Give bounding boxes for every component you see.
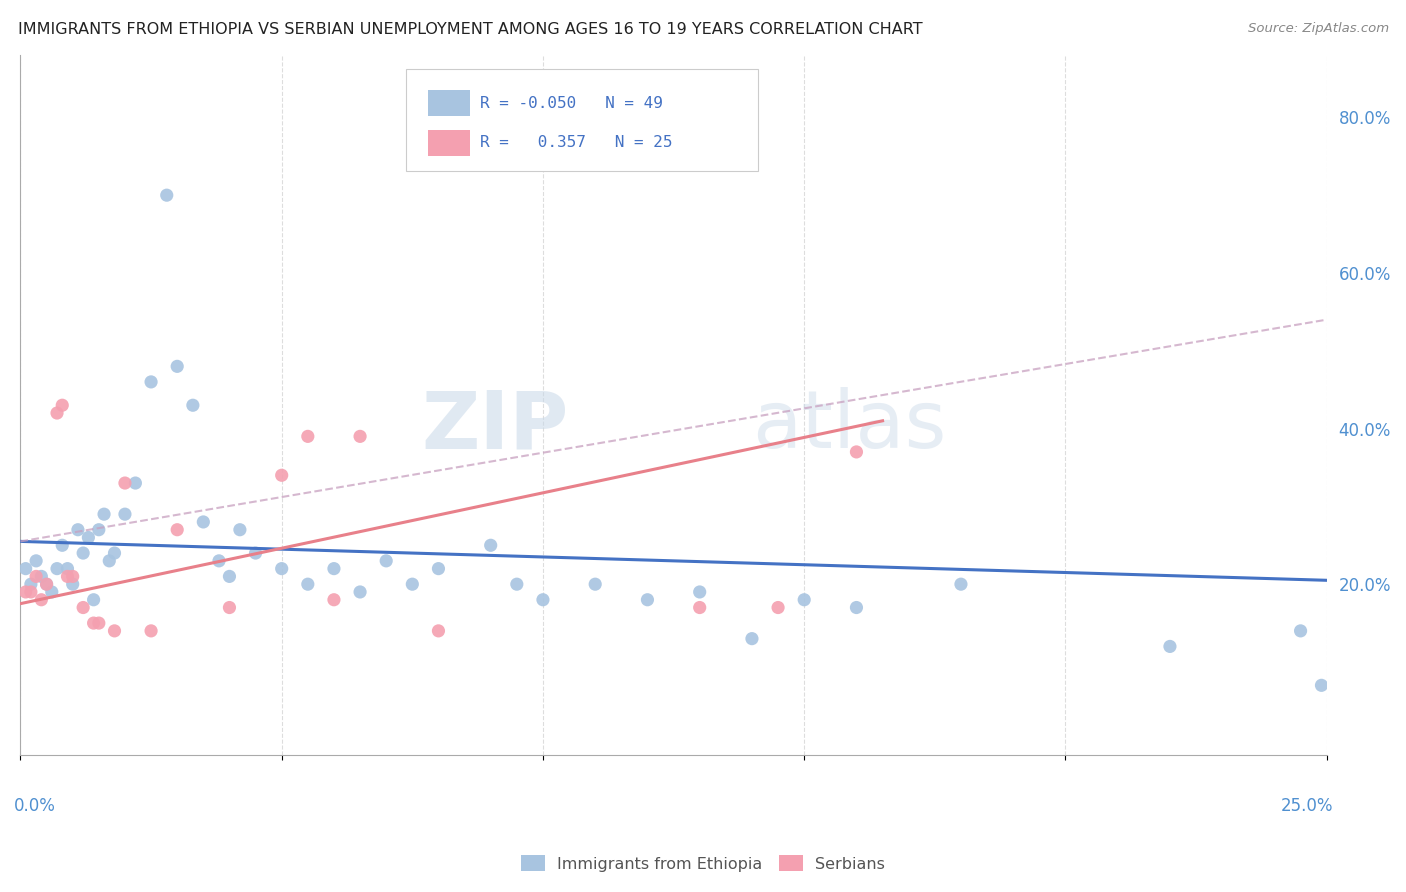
Point — [30, 592, 52, 607]
Point — [297, 429, 319, 443]
Point — [689, 585, 711, 599]
Point — [270, 468, 292, 483]
Point — [208, 554, 231, 568]
Point — [77, 531, 100, 545]
Point — [25, 569, 48, 583]
Point — [41, 585, 63, 599]
Point — [83, 592, 105, 607]
Point — [1310, 678, 1333, 692]
Point — [741, 632, 763, 646]
Point — [103, 546, 125, 560]
Point — [139, 375, 162, 389]
Point — [139, 624, 162, 638]
Point — [793, 592, 815, 607]
Point — [375, 554, 398, 568]
FancyBboxPatch shape — [427, 129, 470, 156]
Point — [193, 515, 215, 529]
Point — [845, 600, 868, 615]
Point — [479, 538, 502, 552]
Point — [427, 561, 450, 575]
Point — [83, 616, 105, 631]
Point — [349, 585, 371, 599]
Point — [72, 600, 94, 615]
Point — [14, 585, 37, 599]
Text: 25.0%: 25.0% — [1281, 797, 1333, 815]
Text: IMMIGRANTS FROM ETHIOPIA VS SERBIAN UNEMPLOYMENT AMONG AGES 16 TO 19 YEARS CORRE: IMMIGRANTS FROM ETHIOPIA VS SERBIAN UNEM… — [18, 22, 922, 37]
Point — [124, 476, 146, 491]
Point — [349, 429, 371, 443]
Point — [87, 523, 110, 537]
Point — [297, 577, 319, 591]
Point — [14, 561, 37, 575]
Point — [66, 523, 89, 537]
Point — [87, 616, 110, 631]
Point — [323, 561, 346, 575]
Point — [583, 577, 606, 591]
Legend: Immigrants from Ethiopia, Serbians: Immigrants from Ethiopia, Serbians — [513, 847, 893, 880]
Point — [46, 561, 69, 575]
Point — [114, 507, 136, 521]
Point — [401, 577, 423, 591]
FancyBboxPatch shape — [406, 70, 758, 170]
Text: ZIP: ZIP — [422, 387, 569, 466]
Point — [245, 546, 267, 560]
Point — [103, 624, 125, 638]
Point — [1159, 640, 1181, 654]
Point — [30, 569, 52, 583]
Point — [35, 577, 58, 591]
Point — [229, 523, 252, 537]
Text: Source: ZipAtlas.com: Source: ZipAtlas.com — [1249, 22, 1389, 36]
Point — [114, 476, 136, 491]
Point — [72, 546, 94, 560]
Point — [689, 600, 711, 615]
Point — [98, 554, 121, 568]
Point — [56, 561, 79, 575]
Point — [531, 592, 554, 607]
Point — [949, 577, 972, 591]
Text: atlas: atlas — [752, 387, 946, 466]
Point — [766, 600, 789, 615]
Point — [56, 569, 79, 583]
Point — [51, 538, 73, 552]
Point — [636, 592, 658, 607]
Text: 0.0%: 0.0% — [14, 797, 56, 815]
Point — [166, 359, 188, 374]
FancyBboxPatch shape — [427, 90, 470, 117]
Point — [166, 523, 188, 537]
Point — [62, 569, 84, 583]
Point — [181, 398, 204, 412]
Point — [46, 406, 69, 420]
Point — [20, 577, 42, 591]
Point — [51, 398, 73, 412]
Point — [62, 577, 84, 591]
Point — [506, 577, 529, 591]
Point — [427, 624, 450, 638]
Point — [93, 507, 115, 521]
Point — [156, 188, 179, 202]
Point — [20, 585, 42, 599]
Point — [1289, 624, 1312, 638]
Point — [323, 592, 346, 607]
Point — [218, 600, 240, 615]
Point — [35, 577, 58, 591]
Text: R =   0.357   N = 25: R = 0.357 N = 25 — [481, 136, 672, 151]
Text: R = -0.050   N = 49: R = -0.050 N = 49 — [481, 95, 664, 111]
Point — [270, 561, 292, 575]
Point — [218, 569, 240, 583]
Point — [25, 554, 48, 568]
Point — [845, 445, 868, 459]
